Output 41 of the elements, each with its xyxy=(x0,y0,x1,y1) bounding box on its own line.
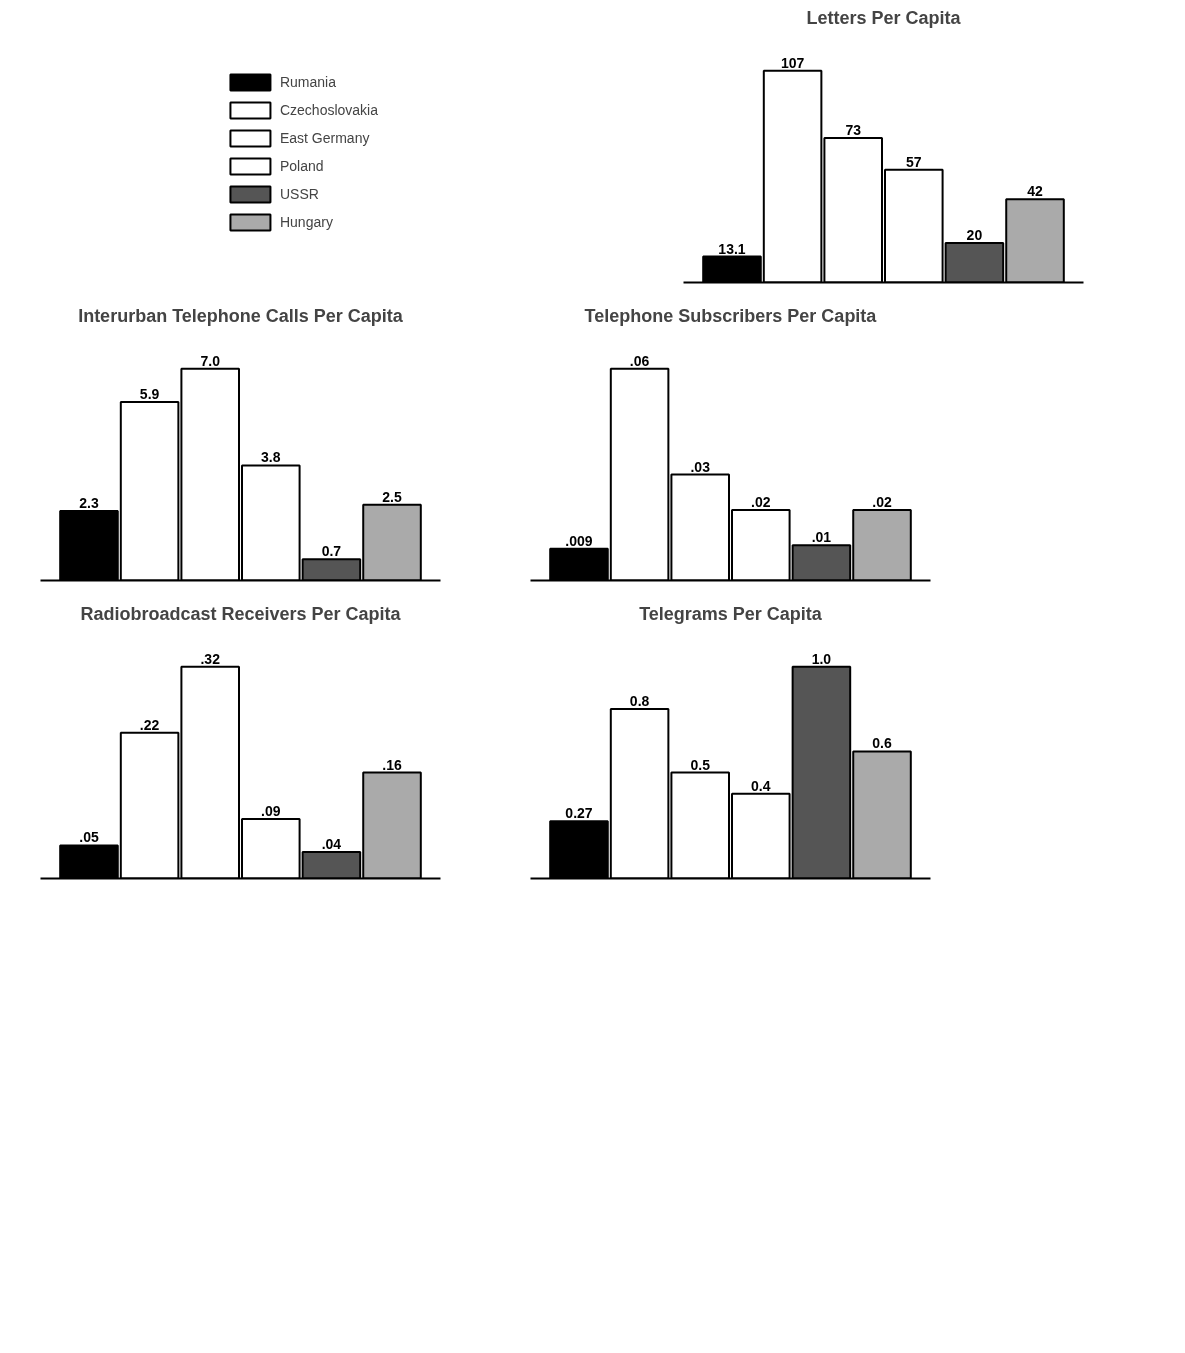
data-label: 0.4 xyxy=(751,777,771,794)
data-label: 73 xyxy=(845,121,862,138)
data-label: 0.6 xyxy=(872,735,892,752)
data-label: 107 xyxy=(780,54,805,71)
chart-title: Telephone Subscribers Per Capita xyxy=(584,305,878,326)
data-label: .009 xyxy=(565,532,593,549)
data-label: 57 xyxy=(906,153,922,170)
data-label: .32 xyxy=(200,650,221,667)
data-label: .05 xyxy=(79,829,99,846)
data-label: .02 xyxy=(872,493,892,510)
data-label: .02 xyxy=(751,493,771,510)
data-label: .22 xyxy=(139,716,160,733)
data-label: 20 xyxy=(966,226,983,243)
data-label: 0.8 xyxy=(629,693,650,710)
data-label: .09 xyxy=(261,802,281,819)
data-label: 2.3 xyxy=(79,494,99,511)
data-label: .06 xyxy=(629,352,650,369)
data-label: 0.7 xyxy=(321,543,342,560)
data-label: 3.8 xyxy=(261,449,281,466)
legend-label: USSR xyxy=(279,186,319,202)
data-label: .16 xyxy=(382,756,402,773)
legend-label: Rumania xyxy=(279,74,336,90)
legend-label: Poland xyxy=(279,158,324,174)
legend-label: East Germany xyxy=(279,130,370,146)
data-label: 5.9 xyxy=(139,385,160,402)
data-label: .03 xyxy=(690,458,711,475)
legend-label: Hungary xyxy=(279,214,333,230)
chart-title: Telegrams Per Capita xyxy=(639,603,823,624)
chart-title: Radiobroadcast Receivers Per Capita xyxy=(80,603,402,624)
legend-label: Czechoslovakia xyxy=(279,102,379,118)
data-label: 0.27 xyxy=(565,805,593,822)
chart-title: Interurban Telephone Calls Per Capita xyxy=(78,305,404,326)
data-label: 0.5 xyxy=(690,756,711,773)
data-label: 7.0 xyxy=(200,352,221,369)
data-label: 42 xyxy=(1027,183,1044,200)
data-label: .01 xyxy=(811,529,832,546)
chart-title: Letters Per Capita xyxy=(806,7,962,28)
data-label: 13.1 xyxy=(718,240,746,257)
data-label: 1.0 xyxy=(811,650,832,667)
data-label: 2.5 xyxy=(382,488,402,505)
data-label: .04 xyxy=(321,836,342,853)
